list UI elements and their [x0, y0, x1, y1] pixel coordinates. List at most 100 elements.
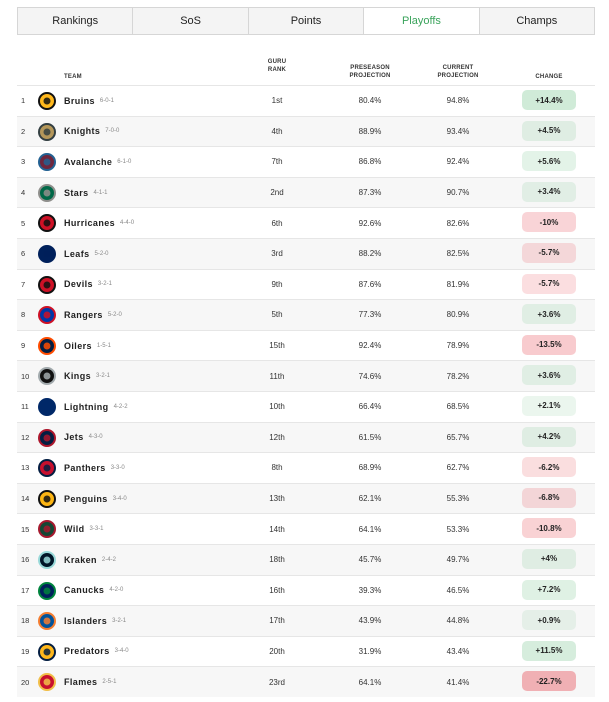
- row-rank: 11: [21, 402, 29, 412]
- preseason-projection-cell: 88.2%: [358, 249, 382, 259]
- hurricanes-logo: [38, 214, 56, 233]
- table-row: 13 Panthers 3-3-0 8th 68.9% 62.7% -6.2%: [17, 452, 595, 483]
- change-badge: +2.1%: [522, 395, 576, 416]
- team-label: Kings: [64, 371, 92, 382]
- rangers-logo: [38, 306, 56, 325]
- team-label: Leafs: [64, 248, 90, 259]
- tab-champs[interactable]: Champs: [516, 15, 558, 27]
- table-row: 4 Stars 4-1-1 2nd 87.3% 90.7% +3.4%: [17, 176, 595, 208]
- row-rank: 8: [21, 310, 26, 320]
- row-rank: 16: [21, 555, 30, 565]
- current-projection-cell: 41.4%: [446, 677, 470, 687]
- team-record: 5-2-0: [94, 250, 109, 257]
- preseason-projection-cell: 80.4%: [358, 96, 382, 106]
- change-badge: +4.2%: [522, 426, 576, 447]
- team-name: Islanders 3-2-1: [64, 606, 126, 636]
- current-projection-cell: 44.8%: [446, 616, 470, 626]
- team-name: Bruins 6-0-1: [64, 86, 114, 116]
- change-badge: -6.8%: [522, 487, 576, 508]
- tab-rankings[interactable]: Rankings: [18, 8, 134, 34]
- guru-rank-cell: 4th: [271, 126, 283, 136]
- team-record: 3-2-1: [96, 373, 111, 380]
- row-rank: 4: [21, 188, 26, 198]
- team-record: 3-2-1: [97, 281, 112, 288]
- current-projection-cell: 93.4%: [446, 126, 470, 136]
- team-name: Lightning 4-2-2: [64, 392, 128, 422]
- tab-points[interactable]: Points: [249, 8, 365, 34]
- change-badge: -10.8%: [522, 518, 576, 539]
- change-badge: +0.9%: [522, 610, 576, 631]
- current-projection-cell: 55.3%: [446, 494, 470, 504]
- row-rank: 9: [21, 341, 26, 351]
- row-rank: 2: [21, 126, 26, 136]
- oilers-logo: [38, 336, 56, 355]
- guru-rank-cell: 15th: [269, 341, 285, 351]
- team-name: Devils 3-2-1: [64, 270, 112, 300]
- tab-playoffs[interactable]: Playoffs: [364, 8, 480, 34]
- change-badge: +7.2%: [522, 579, 576, 600]
- team-name: Stars 4-1-1: [64, 178, 108, 208]
- table-row: 8 Rangers 5-2-0 5th 77.3% 80.9% +3.6%: [17, 299, 595, 330]
- table-row: 3 Avalanche 6-1-0 7th 86.8% 92.4% +5.6%: [17, 146, 595, 177]
- row-rank: 10: [21, 371, 30, 381]
- row-rank: 1: [21, 96, 26, 106]
- wild-logo: [38, 520, 56, 539]
- row-rank: 7: [21, 279, 26, 289]
- row-rank: 17: [21, 585, 30, 595]
- jets-logo: [38, 428, 56, 447]
- guru-rank-cell: 17th: [269, 616, 285, 626]
- team-name: Rangers 5-2-0: [64, 300, 122, 330]
- preseason-projection-cell: 43.9%: [358, 616, 382, 626]
- current-projection-cell: 78.9%: [446, 341, 470, 351]
- team-name: Leafs 5-2-0: [64, 239, 109, 269]
- kraken-logo: [38, 550, 56, 569]
- team-record: 3-4-0: [112, 495, 127, 502]
- change-badge: +14.4%: [522, 90, 576, 110]
- current-projection-cell: 82.6%: [446, 218, 470, 228]
- team-label: Kraken: [64, 554, 97, 565]
- row-rank: 20: [21, 677, 30, 687]
- current-projection-cell: 90.7%: [446, 188, 470, 198]
- table-row: 20 Flames 2-5-1 23rd 64.1% 41.4% -22.7%: [17, 666, 595, 697]
- preseason-column-header: PRESEASON PROJECTION: [330, 64, 410, 80]
- kings-logo: [38, 367, 56, 386]
- leafs-logo: [38, 244, 56, 263]
- preseason-projection-cell: 74.6%: [358, 371, 382, 381]
- team-name: Knights 7-0-0: [64, 117, 119, 147]
- guru-rank-cell: 3rd: [271, 249, 283, 259]
- guru-rank-cell: 13th: [269, 494, 285, 504]
- preseason-projection-cell: 66.4%: [358, 402, 382, 412]
- change-badge: -5.7%: [522, 242, 576, 263]
- row-rank: 18: [21, 616, 30, 626]
- team-name: Kraken 2-4-2: [64, 545, 116, 575]
- team-label: Flames: [64, 677, 98, 688]
- team-name: Wild 3-3-1: [64, 514, 104, 544]
- guru-rank-cell: 9th: [271, 279, 283, 289]
- change-badge: +3.6%: [522, 365, 576, 386]
- row-rank: 6: [21, 249, 26, 259]
- table-row: 10 Kings 3-2-1 11th 74.6% 78.2% +3.6%: [17, 360, 595, 391]
- table-row: 7 Devils 3-2-1 9th 87.6% 81.9% -5.7%: [17, 268, 595, 300]
- current-column-header: CURRENT PROJECTION: [418, 64, 498, 80]
- team-record: 4-2-2: [113, 403, 128, 410]
- current-projection-cell: 92.4%: [446, 157, 470, 167]
- team-name: Avalanche 6-1-0: [64, 147, 131, 177]
- knights-logo: [38, 122, 56, 141]
- change-badge: +11.5%: [522, 640, 576, 661]
- row-rank: 15: [21, 524, 30, 534]
- avalanche-logo: [38, 153, 56, 172]
- team-name: Oilers 1-5-1: [64, 331, 111, 361]
- team-label: Islanders: [64, 615, 108, 626]
- guru-rank-cell: 1st: [271, 96, 283, 106]
- tab-sos[interactable]: SoS: [133, 8, 249, 34]
- current-projection-cell: 43.4%: [446, 646, 470, 656]
- pre-header-line2: PROJECTION: [349, 73, 391, 79]
- team-record: 3-4-0: [114, 648, 129, 655]
- team-record: 3-2-1: [112, 617, 127, 624]
- current-projection-cell: 81.9%: [446, 279, 470, 289]
- guru-rank-cell: 20th: [269, 646, 285, 656]
- team-record: 5-2-0: [107, 311, 122, 318]
- team-record: 6-0-1: [99, 97, 114, 104]
- team-name: Kings 3-2-1: [64, 361, 110, 391]
- row-rank: 12: [21, 432, 30, 442]
